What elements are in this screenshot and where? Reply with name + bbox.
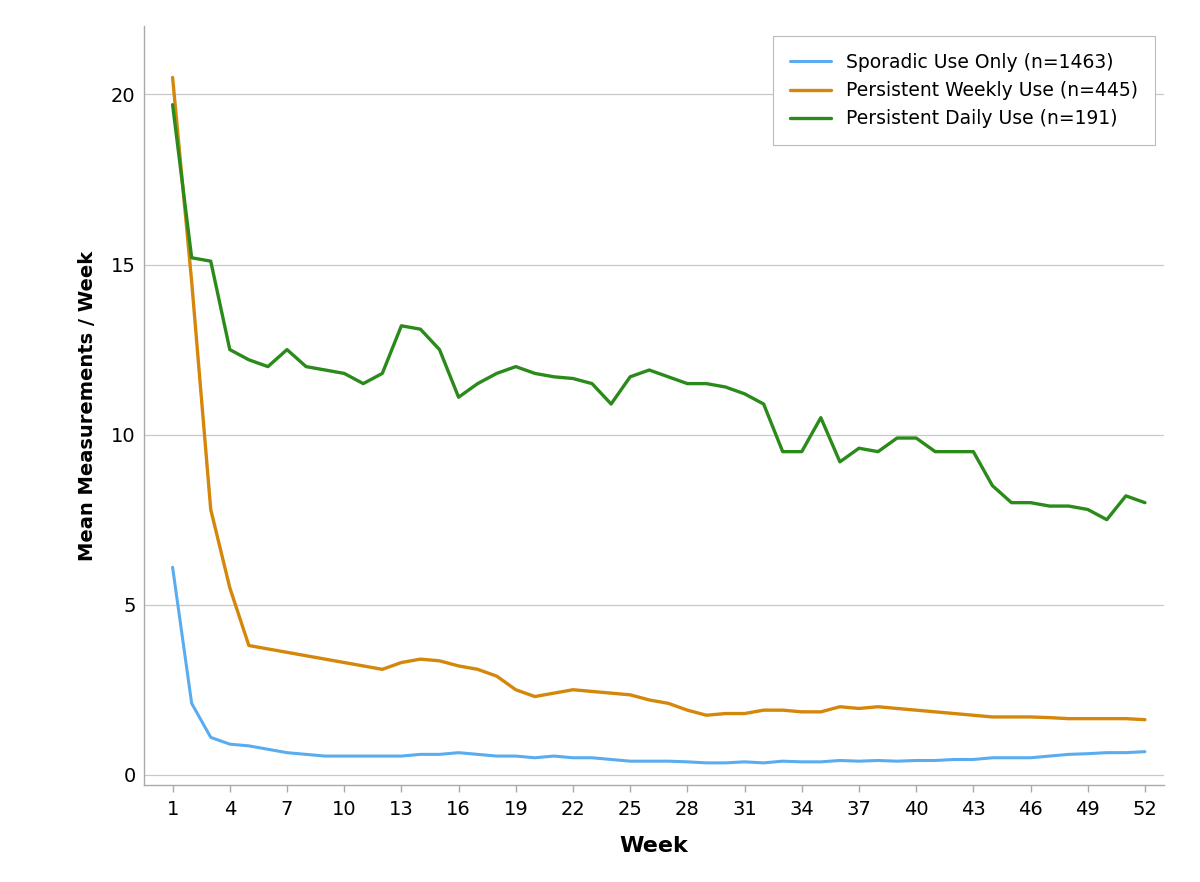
Persistent Weekly Use (n=445) — [794, 706, 809, 717]
Persistent Daily Use (n=191) — [509, 362, 523, 372]
Sporadic Use Only (n=1463) — [166, 562, 180, 572]
Persistent Weekly Use (n=445) — [166, 72, 180, 83]
Sporadic Use Only (n=1463) — [814, 757, 828, 767]
Persistent Daily Use (n=191) — [1062, 501, 1076, 512]
Persistent Weekly Use (n=445) — [509, 684, 523, 695]
Line: Sporadic Use Only (n=1463): Sporadic Use Only (n=1463) — [173, 567, 1145, 763]
Persistent Daily Use (n=191) — [794, 446, 809, 457]
Sporadic Use Only (n=1463) — [700, 758, 714, 768]
Persistent Weekly Use (n=445) — [241, 640, 256, 651]
Sporadic Use Only (n=1463) — [509, 751, 523, 761]
Sporadic Use Only (n=1463) — [623, 756, 637, 766]
Persistent Weekly Use (n=445) — [756, 705, 770, 715]
Line: Persistent Daily Use (n=191): Persistent Daily Use (n=191) — [173, 105, 1145, 519]
Persistent Daily Use (n=191) — [1138, 497, 1152, 508]
Persistent Weekly Use (n=445) — [1138, 714, 1152, 725]
Sporadic Use Only (n=1463) — [775, 756, 790, 766]
Persistent Daily Use (n=191) — [166, 100, 180, 110]
Persistent Daily Use (n=191) — [756, 399, 770, 409]
Persistent Weekly Use (n=445) — [623, 690, 637, 700]
Persistent Weekly Use (n=445) — [1062, 714, 1076, 724]
Line: Persistent Weekly Use (n=445): Persistent Weekly Use (n=445) — [173, 78, 1145, 720]
Sporadic Use Only (n=1463) — [1138, 746, 1152, 757]
Y-axis label: Mean Measurements / Week: Mean Measurements / Week — [78, 250, 97, 561]
Persistent Daily Use (n=191) — [623, 371, 637, 382]
Sporadic Use Only (n=1463) — [1080, 749, 1094, 759]
Sporadic Use Only (n=1463) — [241, 741, 256, 751]
Persistent Daily Use (n=191) — [1099, 514, 1114, 525]
Persistent Daily Use (n=191) — [241, 355, 256, 365]
Legend: Sporadic Use Only (n=1463), Persistent Weekly Use (n=445), Persistent Daily Use : Sporadic Use Only (n=1463), Persistent W… — [773, 36, 1154, 146]
X-axis label: Week: Week — [619, 836, 689, 856]
